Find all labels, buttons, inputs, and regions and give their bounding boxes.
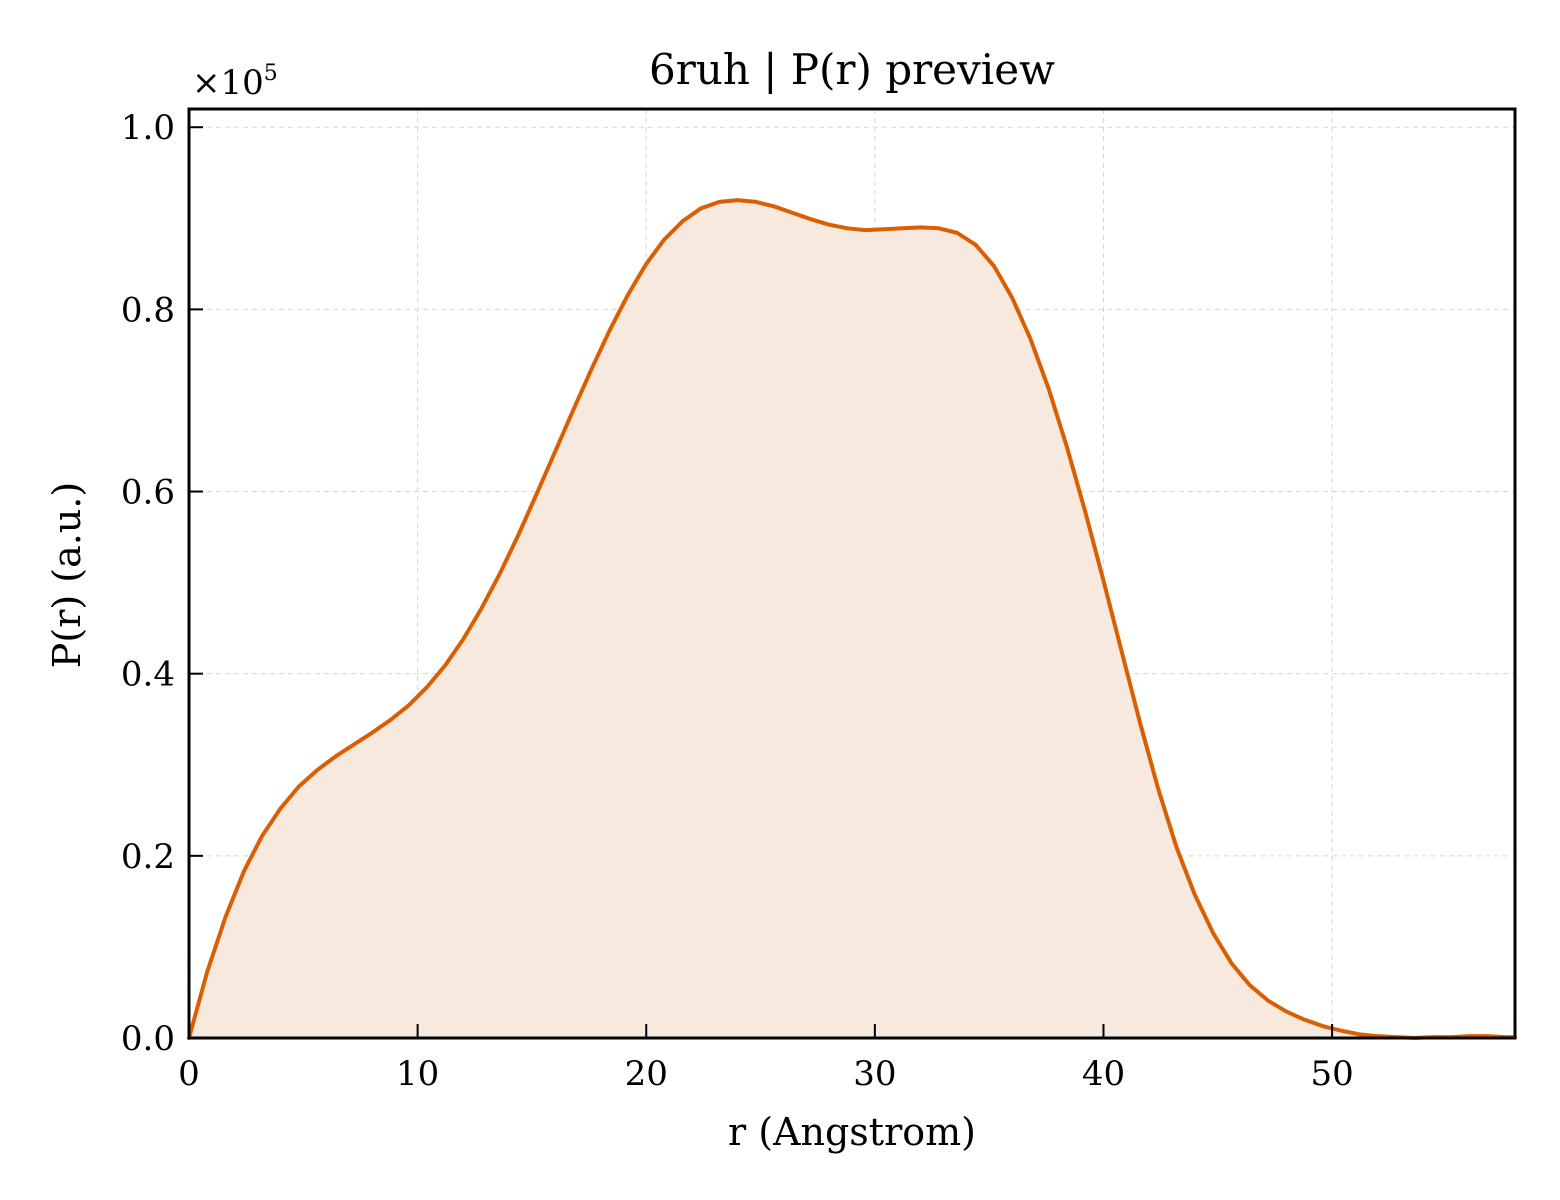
plot-frame (187, 107, 1517, 1040)
x-tick-label: 10 (396, 1054, 439, 1094)
x-tick-label: 50 (1310, 1054, 1353, 1094)
y-tick-label: 0.6 (121, 473, 175, 513)
series-line (187, 198, 1517, 1040)
x-tick-label: 0 (178, 1054, 200, 1094)
x-tick-label: 40 (1082, 1054, 1125, 1094)
y-tick-label: 0.8 (121, 290, 175, 330)
y-tick-label: 0.2 (121, 837, 175, 877)
y-tick-label: 0.0 (121, 1019, 175, 1059)
x-axis-label: r (Angstrom) (728, 1110, 976, 1154)
y-tick-label: 0.4 (121, 655, 175, 695)
tick-labels: 0 10 20 30 40 50 0.0 0.2 0.4 0.6 0.8 1.0 (121, 108, 1354, 1094)
y-scale-multiplier: ×105 (192, 61, 278, 103)
y-axis-label: P(r) (a.u.) (45, 482, 89, 668)
ticks (188, 126, 1334, 1039)
series-area (189, 200, 1515, 1038)
chart-title: 6ruh | P(r) preview (649, 45, 1055, 94)
x-tick-label: 30 (853, 1054, 896, 1094)
y-tick-label: 1.0 (121, 108, 175, 148)
x-tick-label: 20 (625, 1054, 668, 1094)
